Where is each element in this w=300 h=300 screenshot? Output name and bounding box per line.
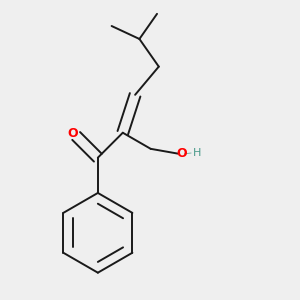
Text: O: O (176, 146, 187, 160)
Text: H: H (193, 148, 201, 158)
Text: O: O (67, 127, 78, 140)
